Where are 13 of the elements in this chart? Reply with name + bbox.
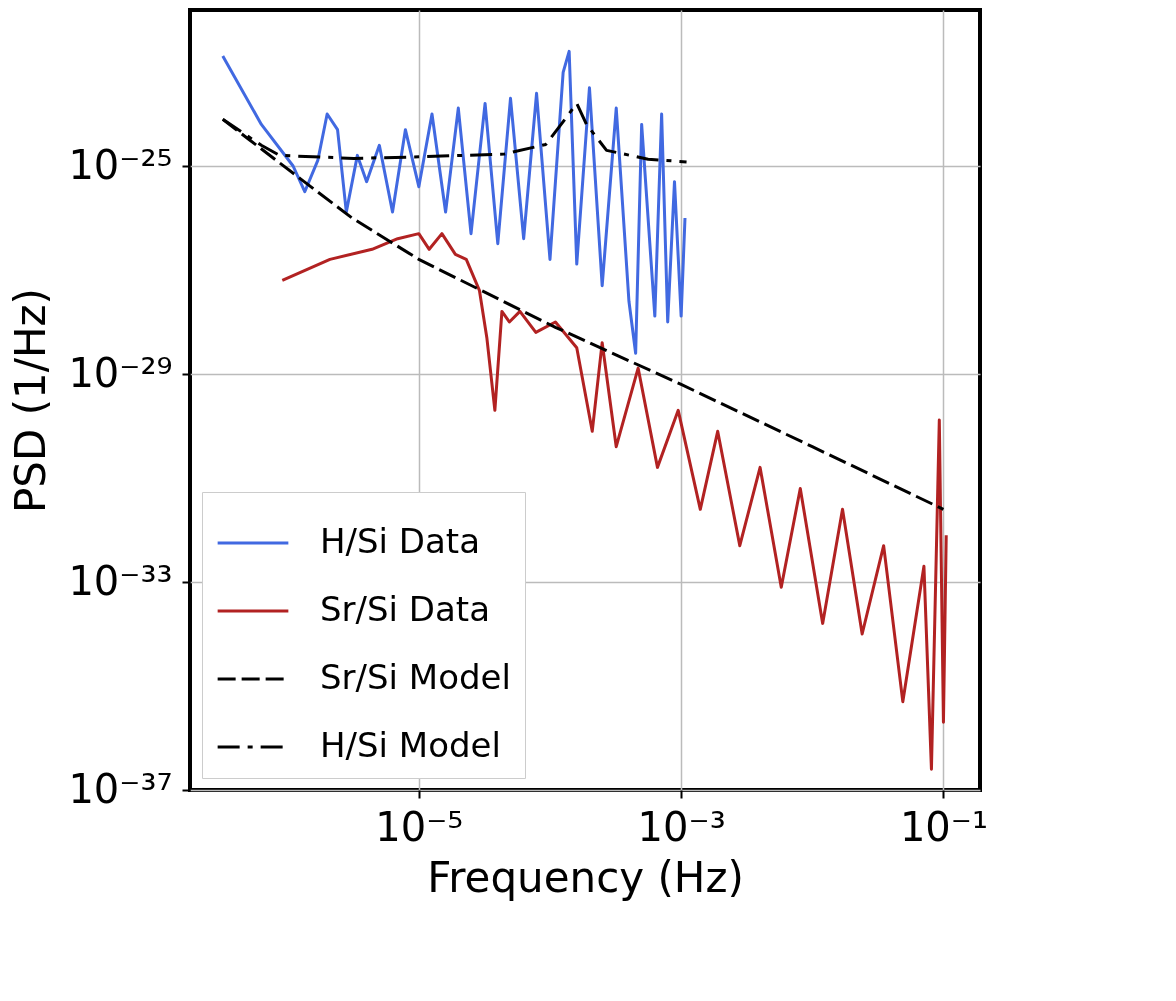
x-axis-title: Frequency (Hz)	[427, 852, 744, 902]
legend-label: H/Si Model	[320, 725, 501, 765]
legend-label: H/Si Data	[320, 521, 481, 561]
legend-label: Sr/Si Model	[320, 657, 511, 697]
y-tick-label: 10⁻²⁵	[68, 141, 173, 188]
y-axis-title: PSD (1/Hz)	[6, 288, 56, 513]
x-tick-label: 10⁻⁵	[375, 803, 464, 850]
x-tick-label: 10⁻¹	[899, 803, 988, 850]
legend-label: Sr/Si Data	[320, 589, 491, 629]
x-tick-label: 10⁻³	[637, 803, 726, 850]
y-tick-label: 10⁻³³	[68, 557, 173, 604]
y-tick-label: 10⁻³⁷	[68, 765, 173, 812]
y-tick-label: 10⁻²⁹	[68, 349, 173, 396]
